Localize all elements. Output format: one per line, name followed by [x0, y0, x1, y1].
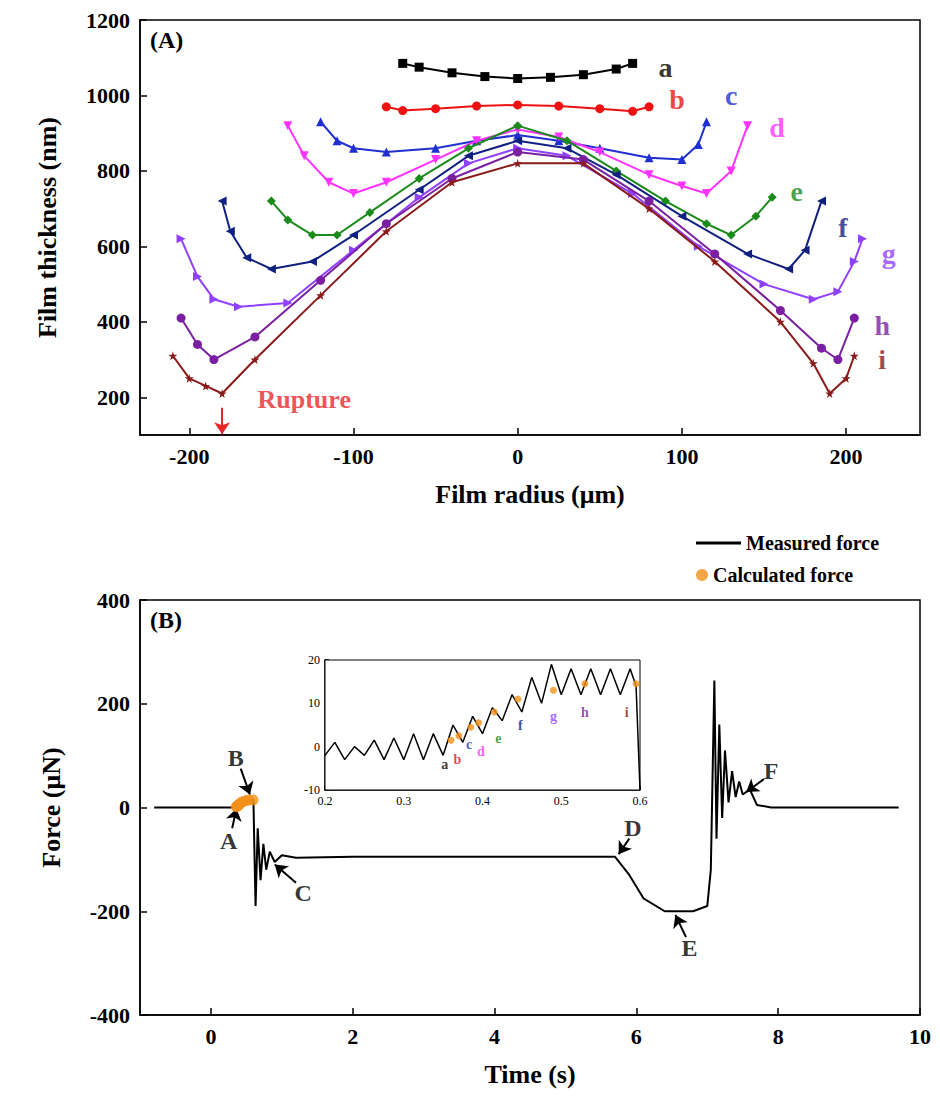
- svg-text:g: g: [550, 709, 557, 724]
- svg-text:0.3: 0.3: [396, 794, 411, 808]
- svg-text:-10: -10: [304, 783, 320, 797]
- svg-text:0: 0: [512, 444, 523, 469]
- svg-text:f: f: [518, 718, 523, 733]
- svg-text:d: d: [769, 112, 785, 143]
- svg-text:6: 6: [631, 1024, 642, 1049]
- svg-text:400: 400: [97, 309, 130, 334]
- svg-text:0: 0: [119, 795, 130, 820]
- svg-text:c: c: [725, 80, 737, 111]
- svg-text:8: 8: [773, 1024, 784, 1049]
- svg-text:i: i: [878, 344, 886, 375]
- svg-text:Rupture: Rupture: [257, 385, 350, 414]
- svg-text:-100: -100: [333, 444, 373, 469]
- svg-text:a: a: [658, 52, 672, 83]
- svg-text:800: 800: [97, 158, 130, 183]
- svg-text:2: 2: [347, 1024, 358, 1049]
- svg-text:i: i: [625, 705, 629, 720]
- svg-text:0: 0: [205, 1024, 216, 1049]
- svg-text:200: 200: [97, 691, 130, 716]
- svg-text:200: 200: [830, 444, 863, 469]
- svg-text:Time (s): Time (s): [484, 1060, 575, 1089]
- svg-text:h: h: [581, 705, 589, 720]
- svg-text:0.5: 0.5: [554, 794, 569, 808]
- svg-text:20: 20: [308, 653, 320, 667]
- svg-text:-200: -200: [169, 444, 209, 469]
- svg-text:600: 600: [97, 234, 130, 259]
- svg-text:0: 0: [314, 740, 320, 754]
- svg-text:Force (μN): Force (μN): [37, 747, 66, 867]
- svg-text:-400: -400: [90, 1003, 130, 1028]
- svg-text:e: e: [495, 731, 501, 746]
- svg-text:g: g: [882, 238, 896, 269]
- svg-text:0.6: 0.6: [633, 794, 648, 808]
- svg-text:Film thickness (nm): Film thickness (nm): [33, 117, 62, 338]
- svg-text:c: c: [466, 737, 472, 752]
- svg-text:Film radius (μm): Film radius (μm): [435, 480, 625, 509]
- svg-text:C: C: [294, 880, 311, 906]
- svg-text:(A): (A): [150, 27, 183, 53]
- svg-text:D: D: [624, 815, 641, 841]
- svg-text:200: 200: [97, 385, 130, 410]
- svg-text:F: F: [764, 758, 779, 784]
- svg-text:10: 10: [909, 1024, 931, 1049]
- svg-text:B: B: [228, 745, 244, 771]
- svg-text:0.2: 0.2: [318, 794, 333, 808]
- svg-text:Measured force: Measured force: [746, 532, 879, 554]
- svg-text:10: 10: [308, 696, 320, 710]
- svg-text:400: 400: [97, 588, 130, 613]
- svg-text:d: d: [477, 744, 485, 759]
- svg-text:Calculated force: Calculated force: [713, 564, 853, 586]
- svg-text:1000: 1000: [86, 83, 130, 108]
- svg-text:b: b: [453, 752, 461, 767]
- svg-text:0.4: 0.4: [475, 794, 490, 808]
- svg-text:4: 4: [489, 1024, 500, 1049]
- svg-text:e: e: [791, 176, 803, 207]
- svg-text:A: A: [220, 828, 238, 854]
- svg-text:-200: -200: [90, 899, 130, 924]
- svg-text:E: E: [682, 935, 698, 961]
- svg-text:1200: 1200: [86, 8, 130, 33]
- svg-text:f: f: [838, 212, 848, 243]
- svg-text:h: h: [874, 310, 890, 341]
- svg-text:a: a: [441, 757, 448, 772]
- svg-text:(B): (B): [150, 607, 182, 633]
- svg-text:100: 100: [665, 444, 698, 469]
- svg-text:b: b: [669, 84, 685, 115]
